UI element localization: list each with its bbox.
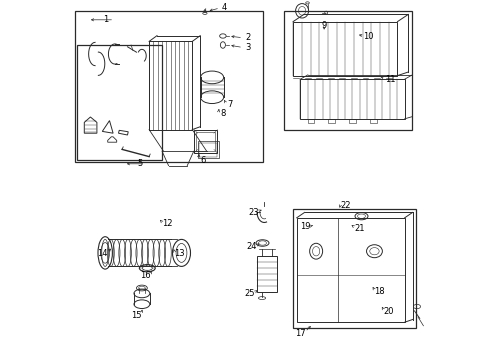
Bar bbox=[257, 256, 276, 292]
Bar bbox=[348, 119, 355, 123]
Text: 7: 7 bbox=[227, 100, 232, 109]
Bar bbox=[196, 132, 215, 151]
Text: 18: 18 bbox=[373, 287, 384, 296]
Text: 5: 5 bbox=[137, 159, 142, 168]
Bar bbox=[284, 11, 411, 130]
Bar bbox=[328, 119, 334, 123]
Bar bbox=[197, 141, 219, 158]
Bar bbox=[77, 45, 162, 160]
Text: 16: 16 bbox=[140, 271, 150, 280]
Text: 15: 15 bbox=[131, 310, 142, 320]
Text: 3: 3 bbox=[245, 43, 250, 52]
Text: 2: 2 bbox=[245, 33, 250, 42]
Bar bbox=[292, 209, 415, 328]
Text: 1: 1 bbox=[103, 15, 108, 24]
Bar bbox=[292, 22, 397, 76]
Text: 9: 9 bbox=[321, 22, 325, 31]
Text: 12: 12 bbox=[162, 219, 172, 228]
Text: 22: 22 bbox=[339, 201, 350, 210]
Text: 20: 20 bbox=[383, 307, 393, 316]
Text: 23: 23 bbox=[248, 208, 258, 217]
Text: 13: 13 bbox=[174, 249, 184, 258]
Bar bbox=[199, 143, 217, 157]
Text: 4: 4 bbox=[222, 4, 227, 13]
Text: 25: 25 bbox=[244, 289, 255, 298]
Text: 11: 11 bbox=[384, 75, 395, 84]
Text: 21: 21 bbox=[354, 224, 364, 233]
Bar bbox=[75, 11, 262, 162]
Bar bbox=[194, 130, 217, 153]
Bar bbox=[296, 218, 404, 322]
Bar bbox=[300, 79, 404, 119]
Text: 19: 19 bbox=[300, 222, 310, 231]
Text: 17: 17 bbox=[294, 328, 305, 338]
Text: 8: 8 bbox=[220, 109, 225, 118]
Bar bbox=[307, 119, 313, 123]
Text: 24: 24 bbox=[246, 242, 256, 251]
Text: 6: 6 bbox=[200, 156, 205, 165]
Text: 10: 10 bbox=[363, 32, 373, 41]
Bar bbox=[369, 119, 376, 123]
Text: 14: 14 bbox=[97, 249, 107, 258]
